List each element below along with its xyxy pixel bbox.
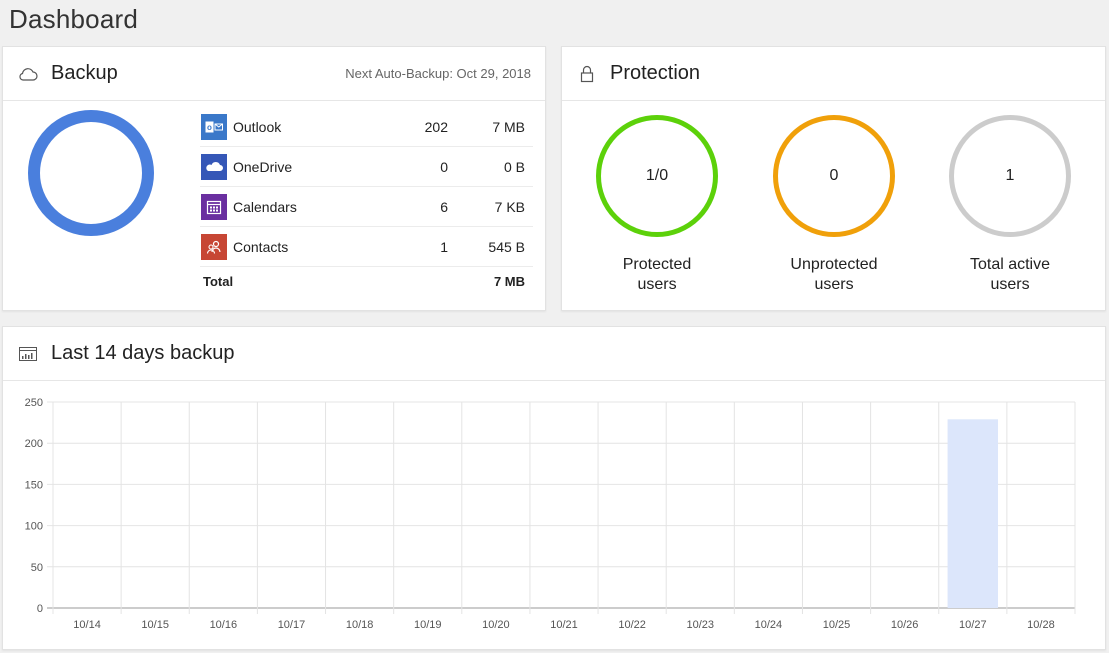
x-tick-label: 10/28 — [1027, 619, 1055, 631]
x-tick-label: 10/19 — [414, 619, 442, 631]
total-active-users-stat[interactable]: 1 Total active users — [935, 115, 1085, 295]
backup-total-label: Total — [203, 273, 234, 289]
stat-label-line2: users — [814, 276, 854, 293]
protected-users-value: 1/0 — [645, 167, 669, 184]
backup-row-size: 545 B — [488, 238, 525, 255]
total-active-users-label: Total active users — [935, 255, 1085, 295]
protected-users-stat[interactable]: 1/0 Protected users — [582, 115, 732, 295]
next-auto-backup: Next Auto-Backup: Oct 29, 2018 — [345, 66, 531, 81]
backup-row-count: 6 — [440, 198, 448, 215]
backup-row-onedrive[interactable]: OneDrive 0 0 B — [200, 147, 533, 187]
y-tick-label: 50 — [31, 562, 43, 574]
protection-card: Protection 1/0 Protected users 0 Unprote… — [561, 46, 1106, 311]
backup-row-size: 7 KB — [494, 198, 525, 215]
page-title: Dashboard — [9, 4, 138, 34]
backup-table: o Outlook 202 7 MB OneDrive 0 0 B Calend… — [200, 107, 533, 295]
x-tick-label: 10/22 — [618, 619, 646, 631]
backup-card: Backup Next Auto-Backup: Oct 29, 2018 o … — [2, 46, 546, 311]
svg-text:o: o — [207, 123, 212, 132]
unprotected-users-ring: 0 — [773, 115, 895, 237]
onedrive-icon — [201, 153, 227, 180]
backup-total-row: Total 7 MB — [200, 267, 533, 295]
backup-row-count: 0 — [440, 158, 448, 175]
y-tick-label: 100 — [25, 521, 43, 533]
total-active-users-ring: 1 — [949, 115, 1071, 237]
cloud-icon — [17, 63, 39, 85]
x-tick-label: 10/21 — [550, 619, 578, 631]
x-tick-label: 10/20 — [482, 619, 510, 631]
x-tick-label: 10/25 — [823, 619, 851, 631]
x-tick-label: 10/17 — [278, 619, 306, 631]
donut-ring — [28, 110, 154, 236]
protection-card-header: Protection — [562, 47, 1105, 101]
backup-row-calendars[interactable]: Calendars 6 7 KB — [200, 187, 533, 227]
backup-row-count: 1 — [440, 238, 448, 255]
unprotected-users-label: Unprotected users — [759, 255, 909, 295]
lock-icon — [576, 63, 598, 85]
protected-users-label: Protected users — [582, 255, 732, 295]
backup-row-name: Calendars — [233, 198, 297, 215]
protection-title: Protection — [610, 62, 701, 84]
chart-bar — [947, 419, 999, 608]
backup-row-size: 7 MB — [492, 118, 525, 135]
stat-label-line1: Protected — [622, 256, 692, 273]
unprotected-users-stat[interactable]: 0 Unprotected users — [759, 115, 909, 295]
x-tick-label: 10/14 — [73, 619, 101, 631]
y-tick-label: 250 — [25, 397, 43, 409]
protected-users-ring: 1/0 — [596, 115, 718, 237]
backup-row-name: Contacts — [233, 238, 289, 255]
chart-card: Last 14 days backup 0 50 100 150 200 250 10/14… — [2, 326, 1106, 650]
calendar-icon — [201, 193, 227, 220]
backup-row-outlook[interactable]: o Outlook 202 7 MB — [200, 107, 533, 147]
x-tick-label: 10/15 — [141, 619, 169, 631]
backup-donut-chart — [28, 110, 154, 236]
x-tick-label: 10/18 — [346, 619, 374, 631]
stat-label-line1: Total active — [969, 256, 1051, 273]
stat-label-line2: users — [637, 276, 677, 293]
y-tick-label: 0 — [37, 603, 43, 615]
stat-label-line1: Unprotected — [790, 256, 878, 273]
y-tick-label: 200 — [25, 438, 43, 450]
backup-row-contacts[interactable]: Contacts 1 545 B — [200, 227, 533, 267]
backup-row-size: 0 B — [503, 158, 525, 175]
backup-card-header: Backup Next Auto-Backup: Oct 29, 2018 — [3, 47, 545, 101]
chart-icon — [17, 343, 39, 365]
unprotected-users-value: 0 — [829, 167, 839, 184]
backup-bar-chart: 0 50 100 150 200 250 10/14 10/15 10/16 10/17 10/18… — [25, 397, 1076, 631]
x-tick-label: 10/27 — [959, 619, 987, 631]
backup-row-count: 202 — [424, 118, 448, 135]
stat-label-line2: users — [990, 276, 1030, 293]
backup-total-size: 7 MB — [493, 273, 525, 289]
x-tick-label: 10/24 — [755, 619, 783, 631]
chart-card-header: Last 14 days backup — [3, 327, 1105, 381]
backup-row-name: Outlook — [233, 118, 282, 135]
outlook-icon: o — [201, 113, 227, 140]
contacts-icon — [201, 233, 227, 260]
x-tick-label: 10/26 — [891, 619, 919, 631]
total-active-users-value: 1 — [1005, 167, 1015, 184]
backup-row-name: OneDrive — [233, 158, 293, 175]
chart-title: Last 14 days backup — [51, 342, 235, 364]
y-tick-label: 150 — [25, 479, 43, 491]
x-tick-label: 10/16 — [210, 619, 238, 631]
x-tick-label: 10/23 — [687, 619, 715, 631]
backup-title: Backup — [51, 62, 118, 84]
